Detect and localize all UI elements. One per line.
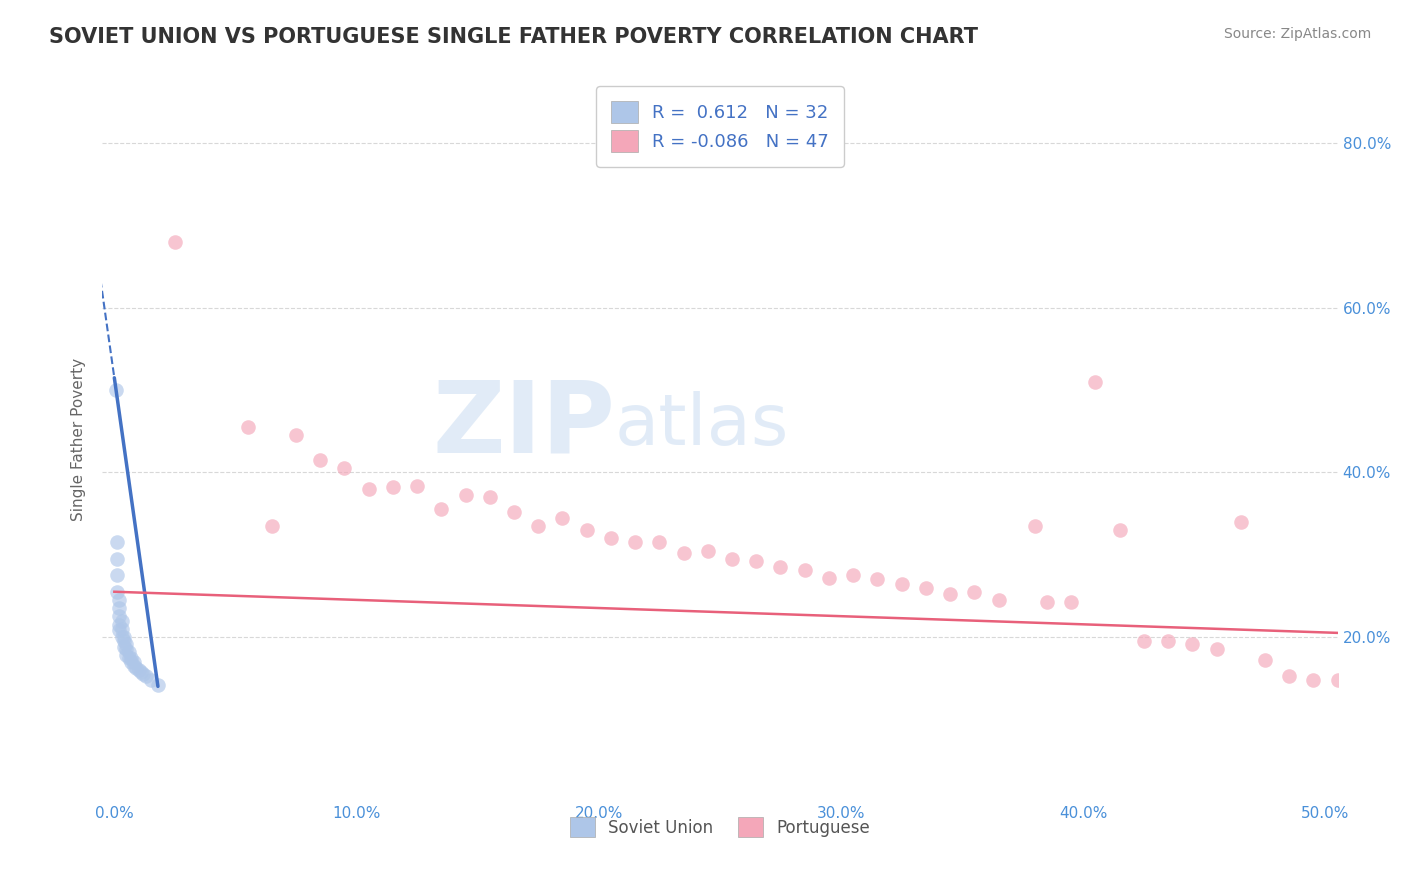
Point [120,655,142,669]
Point [125,661,148,675]
Point [1229,515,1251,529]
Point [551,510,574,524]
Point [478,490,501,504]
Point [1302,673,1324,687]
Point [112,634,135,648]
Point [129,665,152,679]
Point [139,673,162,687]
Point [108,601,131,615]
Y-axis label: Single Father Poverty: Single Father Poverty [72,358,86,521]
Point [236,420,259,434]
Point [987,593,1010,607]
Point [963,584,986,599]
Point [112,640,135,654]
Point [818,571,841,585]
Point [333,461,356,475]
Point [108,617,131,632]
Point [1254,653,1277,667]
Point [1060,595,1083,609]
Point [260,519,283,533]
Point [110,630,132,644]
Point [1326,673,1348,687]
Point [118,645,141,659]
Point [115,648,138,662]
Point [115,637,138,651]
Point [890,576,912,591]
Point [285,428,308,442]
Point [128,663,150,677]
Point [1278,669,1301,683]
Point [1181,637,1204,651]
Point [430,502,453,516]
Point [110,622,132,636]
Point [110,614,132,628]
Point [1024,519,1046,533]
Point [745,554,768,568]
Point [648,535,671,549]
Point [146,678,169,692]
Point [122,658,145,673]
Point [793,562,815,576]
Point [1133,634,1156,648]
Point [406,479,429,493]
Text: atlas: atlas [614,391,789,459]
Point [1157,634,1180,648]
Point [696,543,718,558]
Point [105,551,128,566]
Text: SOVIET UNION VS PORTUGUESE SINGLE FATHER POVERTY CORRELATION CHART: SOVIET UNION VS PORTUGUESE SINGLE FATHER… [49,27,979,46]
Point [503,505,526,519]
Point [108,624,131,638]
Point [163,235,186,249]
Point [135,669,157,683]
Point [115,642,138,657]
Point [454,488,477,502]
Point [132,667,155,681]
Point [105,568,128,582]
Point [721,551,744,566]
Point [575,523,598,537]
Point [118,650,141,665]
Point [108,609,131,624]
Point [527,519,550,533]
Point [1036,595,1059,609]
Point [120,650,142,665]
Point [624,535,647,549]
Legend: Soviet Union, Portuguese: Soviet Union, Portuguese [562,810,877,844]
Point [914,581,936,595]
Point [672,546,695,560]
Point [105,535,128,549]
Point [939,587,962,601]
Point [769,560,792,574]
Point [1205,642,1227,657]
Point [112,630,135,644]
Point [105,584,128,599]
Point [104,383,127,397]
Point [357,482,380,496]
Point [1084,375,1107,389]
Point [309,453,332,467]
Point [1108,523,1130,537]
Point [600,531,623,545]
Point [842,568,865,582]
Point [381,480,404,494]
Point [108,593,131,607]
Text: ZIP: ZIP [432,376,614,474]
Point [122,655,145,669]
Point [866,573,889,587]
Text: Source: ZipAtlas.com: Source: ZipAtlas.com [1223,27,1371,41]
